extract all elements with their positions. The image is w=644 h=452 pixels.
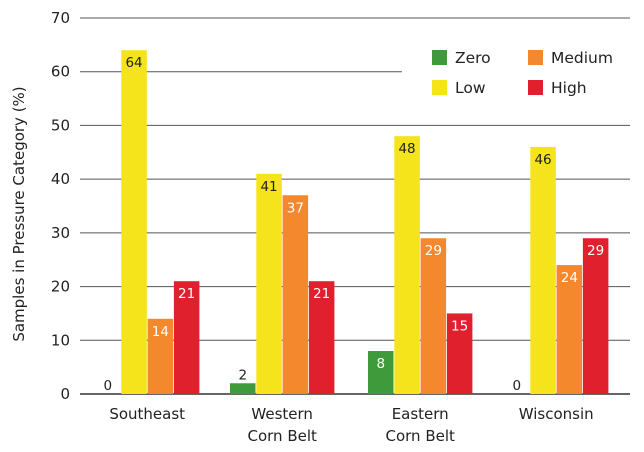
bar-low	[530, 146, 556, 394]
bar-medium	[147, 318, 174, 394]
legend-swatch-low	[432, 80, 447, 95]
bar-high	[582, 238, 609, 394]
bar-medium	[556, 265, 583, 394]
data-label: 21	[178, 286, 195, 302]
bar-medium	[420, 238, 447, 394]
legend-entries: Zero Low Medium High	[432, 49, 613, 97]
data-label: 46	[534, 152, 551, 168]
data-label: 37	[287, 200, 304, 216]
y-tick-label: 70	[51, 9, 70, 27]
bar-zero	[230, 383, 256, 394]
bar-low	[256, 173, 282, 394]
data-label: 14	[152, 324, 169, 340]
bar-high	[173, 281, 200, 394]
bars	[121, 50, 609, 394]
x-category-label: Western	[251, 405, 313, 423]
y-axis-ticks: 0 10 20 30 40 50 60 70	[51, 9, 70, 403]
data-label: 64	[125, 55, 142, 71]
data-label: 29	[425, 243, 442, 259]
data-label: 41	[260, 179, 277, 195]
legend-label: Low	[455, 79, 486, 97]
x-category-label: Southeast	[109, 405, 185, 423]
y-tick-label: 0	[60, 385, 70, 403]
y-tick-label: 20	[51, 278, 70, 296]
data-labels: 0 64 14 21 2 41 37 21 8 48 29 15 0 46 24 29	[103, 55, 604, 394]
data-label: 8	[376, 356, 385, 372]
data-label: 0	[103, 378, 112, 394]
legend-label: Medium	[551, 49, 613, 67]
legend-swatch-medium	[528, 50, 543, 65]
bar-zero	[368, 351, 394, 394]
x-category-label: Corn Belt	[385, 427, 455, 445]
bar-low	[121, 50, 147, 394]
y-tick-label: 40	[51, 170, 70, 188]
x-axis-categories: Southeast Western Corn Belt Eastern Corn Bel…	[109, 405, 593, 445]
legend-background	[412, 40, 627, 106]
legend-swatch-zero	[432, 50, 447, 65]
bar-high	[446, 313, 473, 394]
y-axis-label: Samples in Pressure Category (%)	[10, 86, 28, 341]
legend-label: High	[551, 79, 587, 97]
bar-medium	[282, 195, 309, 394]
x-category-label: Eastern	[392, 405, 449, 423]
y-tick-label: 10	[51, 331, 70, 349]
data-label: 15	[451, 318, 468, 334]
data-label: 0	[512, 378, 521, 394]
data-label: 48	[398, 141, 415, 157]
data-label: 29	[587, 243, 604, 259]
legend-swatch-high	[528, 80, 543, 95]
x-category-label: Wisconsin	[519, 405, 594, 423]
y-tick-label: 50	[51, 116, 70, 134]
y-tick-label: 60	[51, 63, 70, 81]
data-label: 24	[561, 270, 578, 286]
x-category-label: Corn Belt	[247, 427, 317, 445]
data-label: 2	[238, 367, 247, 383]
data-label: 21	[313, 286, 330, 302]
legend	[412, 40, 627, 106]
y-tick-label: 30	[51, 224, 70, 242]
bar-high	[308, 281, 335, 394]
legend-label: Zero	[455, 49, 491, 67]
bar-low	[394, 136, 420, 394]
